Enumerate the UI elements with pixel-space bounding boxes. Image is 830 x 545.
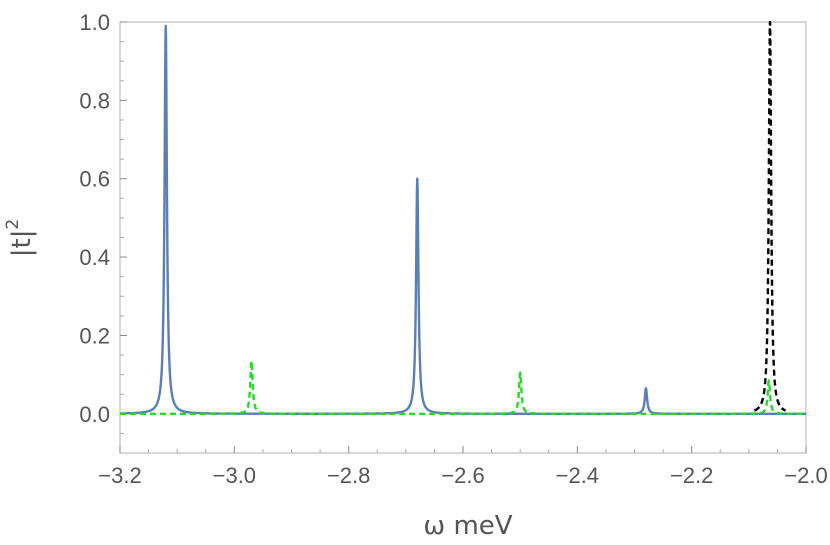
x-tick-label: −2.0 — [784, 463, 827, 488]
plot-frame — [119, 21, 807, 454]
x-tick-label: −2.8 — [327, 463, 370, 488]
series-3-line — [753, 20, 787, 412]
y-tick-label: 0.0 — [79, 402, 110, 427]
x-tick-label: −3.2 — [98, 463, 141, 488]
y-axis-ticks: 0.0 0.2 0.4 0.6 0.8 1.0 — [79, 10, 127, 434]
x-tick-label: −3.0 — [213, 463, 256, 488]
y-axis-title-exponent: 2 — [3, 219, 23, 230]
y-tick-label: 0.2 — [79, 323, 110, 348]
y-tick-label: 0.6 — [79, 167, 110, 192]
svg-text:|t|2: |t|2 — [3, 219, 37, 258]
y-tick-label: 0.4 — [79, 245, 110, 270]
y-axis-title: |t|2 — [3, 219, 37, 258]
y-axis-title-base: |t| — [7, 230, 37, 258]
x-tick-label: −2.6 — [441, 463, 484, 488]
series-layer — [120, 20, 806, 416]
x-tick-label: −2.4 — [556, 463, 599, 488]
y-tick-label: 1.0 — [79, 10, 110, 35]
series-1-line — [120, 24, 806, 416]
x-axis-ticks: −3.2 −3.0 −2.8 −2.6 −2.4 −2.2 −2.0 — [98, 446, 828, 488]
x-axis-title: ω meV — [423, 511, 512, 541]
series-2-line — [120, 359, 806, 416]
y-tick-label: 0.8 — [79, 88, 110, 113]
x-tick-label: −2.2 — [670, 463, 713, 488]
